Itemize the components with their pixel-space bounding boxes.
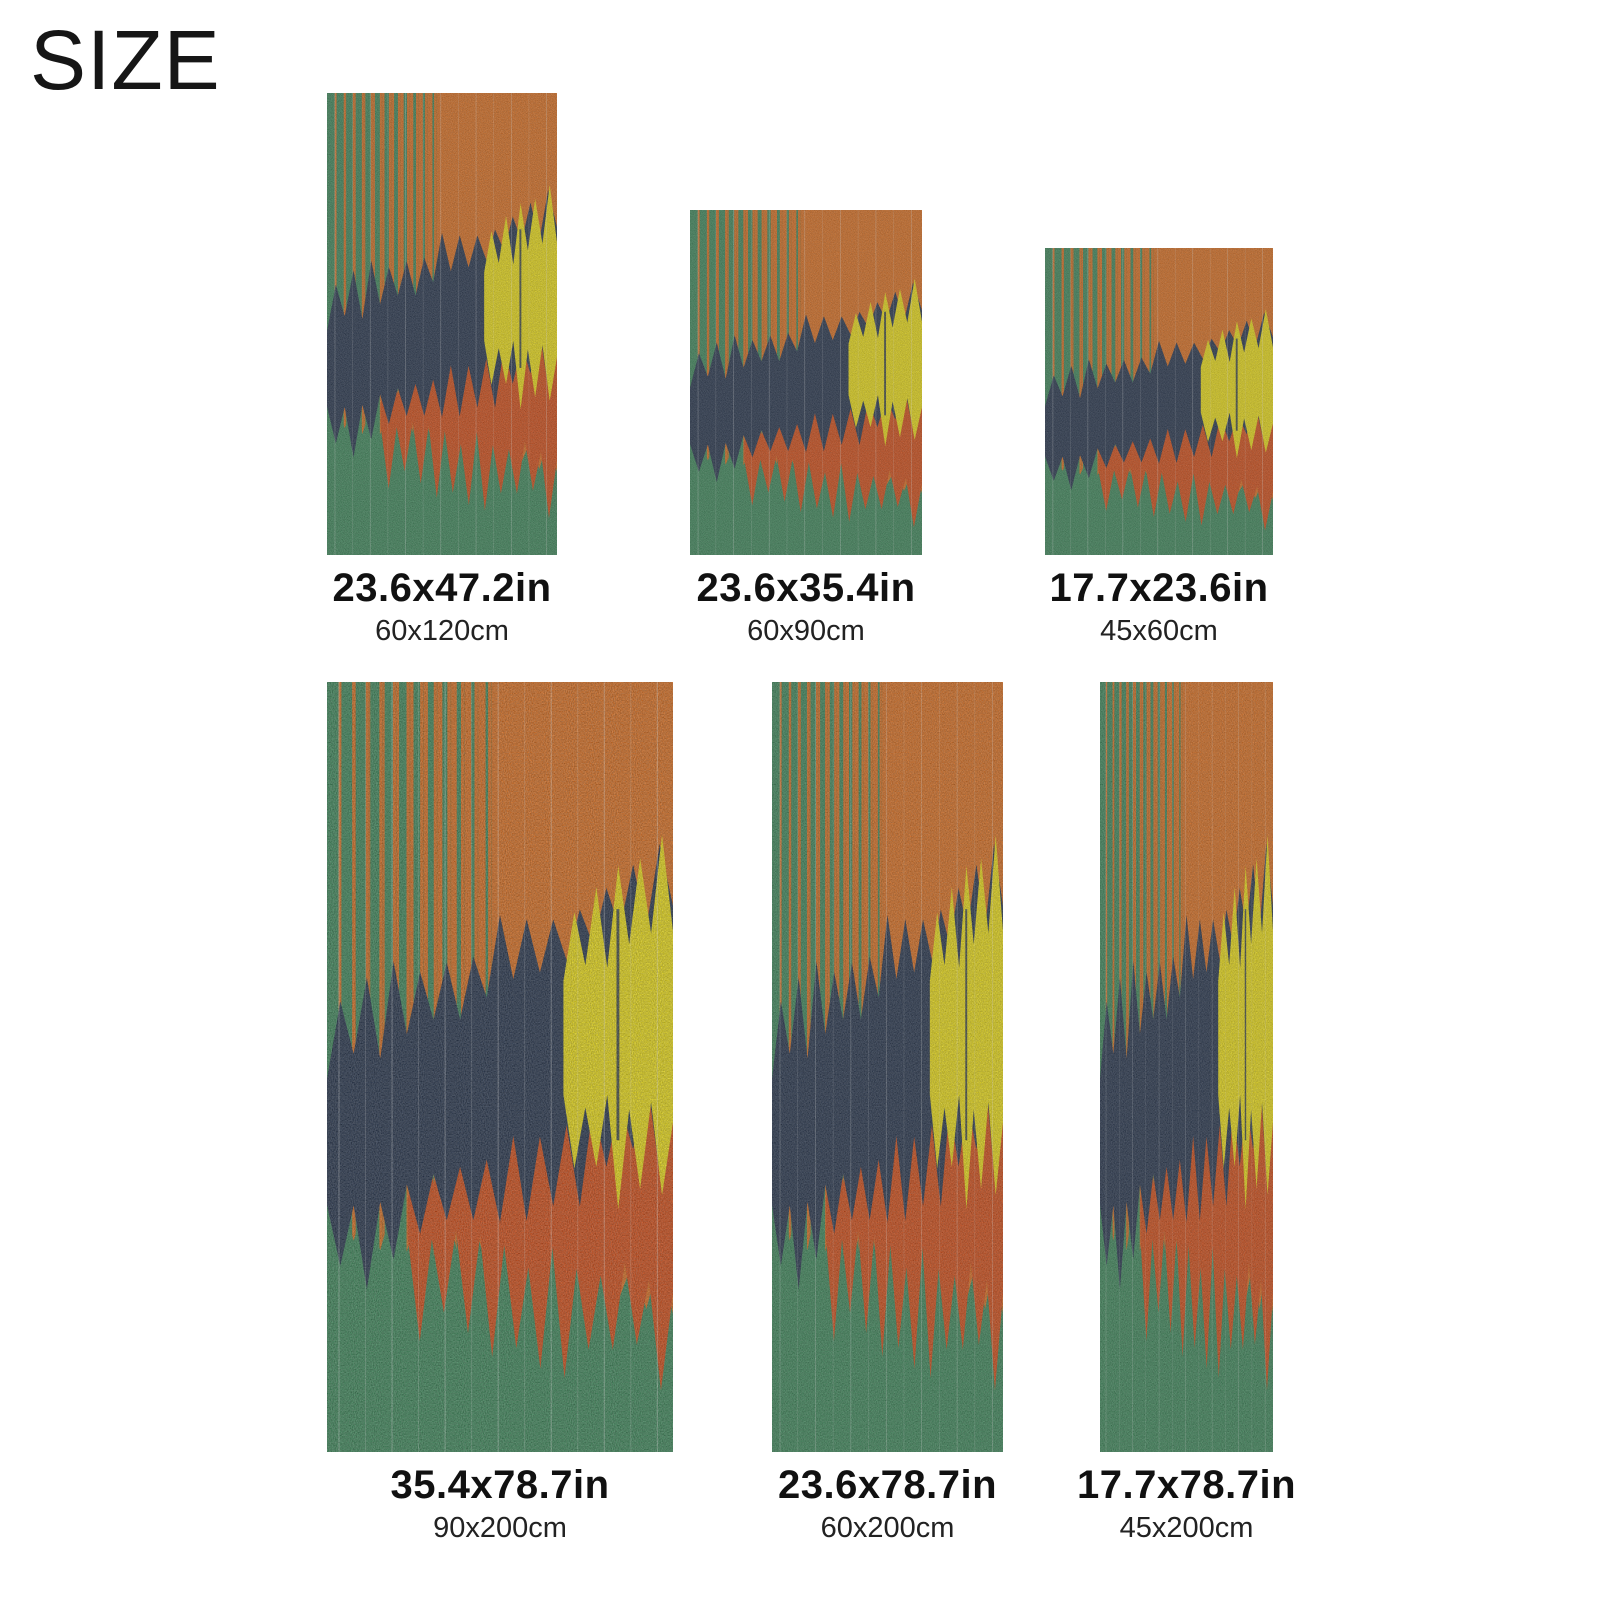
rug-pattern-image [327,682,673,1452]
rug-preview-60x200cm: 23.6x78.7in 60x200cm [772,682,1003,1543]
size-caption: 23.6x35.4in 60x90cm [697,555,916,646]
size-inches-label: 17.7x78.7in [1077,1463,1296,1507]
rug-preview-60x120cm: 23.6x47.2in 60x120cm [327,93,557,646]
rug-preview-45x60cm: 17.7x23.6in 45x60cm [1045,248,1273,646]
page-title: SIZE [30,13,221,107]
size-caption: 35.4x78.7in 90x200cm [391,1452,610,1543]
rug-pattern-image [772,682,1003,1452]
size-cm-label: 60x90cm [747,615,865,647]
rug-preview-45x200cm: 17.7x78.7in 45x200cm [1077,682,1296,1543]
rug-pattern-image [1045,248,1273,555]
size-inches-label: 23.6x78.7in [778,1463,997,1507]
size-caption: 23.6x47.2in 60x120cm [333,555,552,646]
rug-preview-60x90cm: 23.6x35.4in 60x90cm [690,210,922,646]
size-inches-label: 35.4x78.7in [390,1463,610,1507]
size-caption: 23.6x78.7in 60x200cm [778,1452,997,1543]
rug-pattern-image [1100,682,1273,1452]
size-caption: 17.7x78.7in 45x200cm [1077,1452,1296,1543]
size-inches-label: 23.6x35.4in [696,566,916,610]
size-cm-label: 45x60cm [1100,615,1218,647]
rug-pattern-image [327,93,557,555]
size-caption: 17.7x23.6in 45x60cm [1050,555,1269,646]
rug-pattern-image [690,210,922,555]
size-inches-label: 23.6x47.2in [332,566,552,610]
size-cm-label: 90x200cm [433,1512,567,1544]
size-inches-label: 17.7x23.6in [1049,566,1269,610]
size-cm-label: 60x200cm [820,1512,955,1544]
size-cm-label: 60x120cm [375,615,509,647]
rug-preview-90x200cm: 35.4x78.7in 90x200cm [327,682,673,1543]
size-cm-label: 45x200cm [1119,1512,1254,1544]
